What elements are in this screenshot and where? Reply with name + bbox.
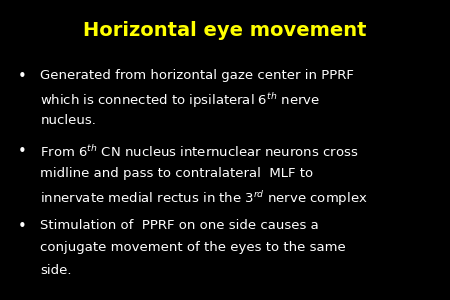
Text: which is connected to ipsilateral 6$^{th}$ nerve: which is connected to ipsilateral 6$^{th… xyxy=(40,92,320,110)
Text: innervate medial rectus in the 3$^{rd}$ nerve complex: innervate medial rectus in the 3$^{rd}$ … xyxy=(40,189,368,208)
Text: Horizontal eye movement: Horizontal eye movement xyxy=(83,21,367,40)
Text: •: • xyxy=(18,144,27,159)
Text: nucleus.: nucleus. xyxy=(40,114,96,127)
Text: •: • xyxy=(18,219,27,234)
Text: •: • xyxy=(18,69,27,84)
Text: Stimulation of  PPRF on one side causes a: Stimulation of PPRF on one side causes a xyxy=(40,219,319,232)
Text: From 6$^{th}$ CN nucleus internuclear neurons cross: From 6$^{th}$ CN nucleus internuclear ne… xyxy=(40,144,359,160)
Text: side.: side. xyxy=(40,264,72,277)
Text: conjugate movement of the eyes to the same: conjugate movement of the eyes to the sa… xyxy=(40,242,346,254)
Text: midline and pass to contralateral  MLF to: midline and pass to contralateral MLF to xyxy=(40,167,314,179)
Text: Generated from horizontal gaze center in PPRF: Generated from horizontal gaze center in… xyxy=(40,69,355,82)
